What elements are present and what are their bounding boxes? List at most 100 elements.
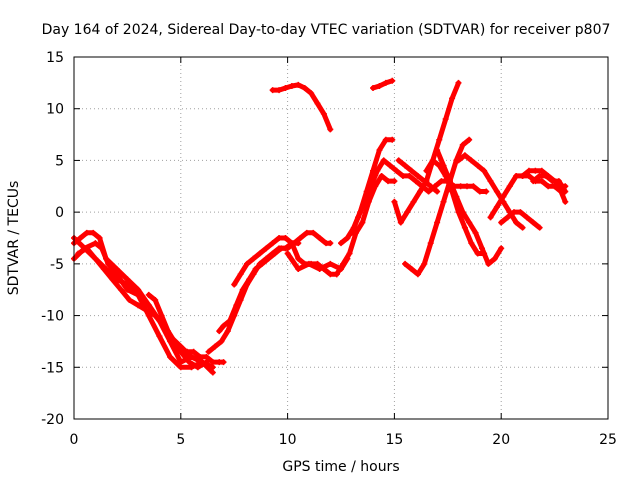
data-point (83, 245, 90, 252)
data-point (406, 172, 413, 179)
data-point (314, 100, 321, 107)
data-point (167, 353, 174, 360)
data-point (551, 183, 558, 190)
data-point (532, 167, 539, 174)
data-point (209, 359, 216, 366)
chart-title: Day 164 of 2024, Sidereal Day-to-day VTE… (42, 22, 611, 38)
data-point (269, 250, 276, 257)
data-point (348, 229, 355, 236)
data-point (382, 136, 389, 143)
data-point (464, 183, 471, 190)
series-trace (349, 157, 489, 236)
data-point (513, 219, 520, 226)
data-point (414, 271, 421, 278)
data-point (525, 167, 532, 174)
data-point (493, 203, 500, 210)
data-point (397, 219, 404, 226)
data-point (536, 224, 543, 231)
data-point (145, 291, 152, 298)
data-point (256, 250, 263, 257)
data-point (117, 286, 124, 293)
series-track23 (519, 172, 569, 205)
data-point (92, 255, 99, 262)
data-point (197, 353, 204, 360)
data-point (493, 188, 500, 195)
series-trace (370, 78, 395, 91)
series-trace (434, 147, 504, 267)
data-point (156, 333, 163, 340)
data-point (453, 193, 460, 200)
data-point (481, 167, 488, 174)
data-point (152, 312, 159, 319)
data-point (327, 271, 334, 278)
series-track15 (391, 79, 462, 226)
data-point (295, 255, 302, 262)
data-point (355, 214, 362, 221)
data-point (301, 85, 308, 92)
data-point (466, 136, 473, 143)
data-point (538, 178, 545, 185)
data-point (417, 188, 424, 195)
data-point (384, 178, 391, 185)
data-point (282, 235, 289, 241)
y-axis-label: SDTVAR / TECUs (6, 181, 22, 296)
data-point (282, 85, 289, 92)
data-point (555, 178, 562, 185)
data-point (282, 245, 289, 252)
data-point (231, 281, 238, 288)
data-point (344, 235, 351, 241)
data-point (209, 369, 216, 376)
data-point (374, 167, 381, 174)
data-point (440, 162, 447, 169)
data-point (250, 271, 257, 278)
data-point (476, 188, 483, 195)
grid (74, 57, 608, 419)
y-tick-label: 10 (46, 102, 64, 118)
data-point (327, 126, 334, 133)
data-point (327, 240, 334, 247)
data-point (421, 178, 428, 185)
data-point (316, 235, 323, 241)
series-track22 (498, 209, 543, 231)
series-track19 (395, 157, 441, 195)
data-point (244, 260, 251, 267)
data-point (237, 271, 244, 278)
data-point (412, 178, 419, 185)
data-point (434, 219, 441, 226)
data-point (370, 85, 377, 92)
data-point (276, 87, 283, 94)
data-point (284, 250, 291, 257)
data-point (519, 224, 526, 231)
data-point (519, 172, 526, 179)
data-point (276, 235, 283, 241)
plot-frame (73, 56, 609, 420)
data-point (506, 183, 513, 190)
x-tick-label: 5 (176, 432, 185, 448)
data-point (538, 167, 545, 174)
y-tick-label: 15 (46, 50, 64, 66)
data-point (205, 348, 212, 355)
data-point (333, 271, 340, 278)
data-point (442, 116, 449, 123)
data-point (152, 297, 159, 304)
data-point (562, 198, 569, 205)
data-point (387, 162, 394, 169)
data-point (438, 178, 445, 185)
data-point (402, 162, 409, 169)
data-point (536, 172, 543, 179)
data-point (399, 172, 406, 179)
series-track14 (370, 77, 396, 92)
data-point (327, 260, 334, 267)
data-point (470, 183, 477, 190)
data-point (404, 209, 411, 216)
data-point (414, 172, 421, 179)
data-point (549, 178, 556, 185)
data-point (135, 286, 142, 293)
data-point (124, 276, 131, 283)
data-point (158, 312, 165, 319)
data-point (316, 266, 323, 273)
data-point (186, 359, 193, 366)
data-point (288, 82, 295, 89)
data-point (220, 359, 227, 366)
